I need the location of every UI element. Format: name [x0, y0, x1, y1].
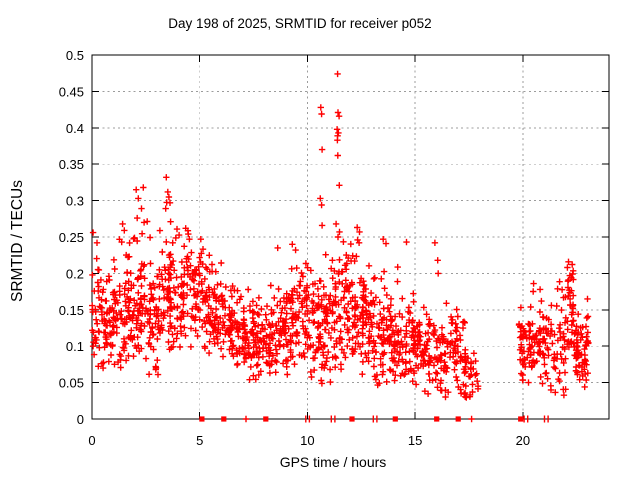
zero-value-points [199, 415, 549, 423]
y-tick-label: 0.05 [59, 376, 84, 391]
x-tick-label: 10 [300, 433, 314, 448]
data-points [89, 70, 592, 401]
zero-marker-square [455, 416, 461, 422]
y-tick-label: 0.15 [59, 303, 84, 318]
x-axis-title: GPS time / hours [279, 454, 387, 470]
zero-marker-square [221, 416, 227, 422]
y-tick-labels: 0 0.05 0.1 0.15 0.2 0.25 0.3 0.35 0.4 0.45 0.5 [59, 48, 84, 427]
zero-marker-bar [308, 415, 311, 423]
zero-marker-bar [330, 415, 332, 423]
zero-marker-square [434, 416, 440, 422]
zero-marker-plus [468, 415, 475, 423]
chart-title: Day 198 of 2025, SRMTID for receiver p05… [168, 16, 432, 31]
zero-marker-square [392, 416, 398, 422]
zero-marker-bar [372, 415, 374, 423]
zero-marker-bar [376, 415, 378, 423]
y-tick-label: 0.4 [66, 121, 84, 136]
zero-marker-square [263, 416, 269, 422]
x-tick-label: 0 [88, 433, 95, 448]
zero-marker-square [349, 416, 355, 422]
x-tick-label: 15 [408, 433, 422, 448]
axis-ticks [91, 54, 609, 420]
y-tick-label: 0.3 [66, 194, 84, 209]
x-tick-label: 20 [516, 433, 530, 448]
zero-marker-bar [527, 415, 529, 423]
zero-marker-bar [305, 415, 307, 423]
zero-marker-square [518, 416, 524, 422]
zero-marker-bar [334, 415, 336, 423]
zero-marker-plus [242, 415, 250, 423]
y-tick-label: 0.35 [59, 157, 84, 172]
y-tick-label: 0 [77, 412, 84, 427]
y-tick-label: 0.1 [66, 339, 84, 354]
zero-marker-bar [523, 415, 525, 423]
x-tick-label: 5 [196, 433, 203, 448]
zero-marker-bar [547, 415, 549, 423]
y-tick-label: 0.25 [59, 230, 84, 245]
zero-marker-bar [543, 415, 546, 423]
y-tick-label: 0.5 [66, 48, 84, 63]
zero-marker-square [199, 416, 205, 422]
y-tick-label: 0.2 [66, 266, 84, 281]
x-tick-labels: 0 5 10 15 20 [88, 433, 530, 448]
y-tick-label: 0.45 [59, 84, 84, 99]
